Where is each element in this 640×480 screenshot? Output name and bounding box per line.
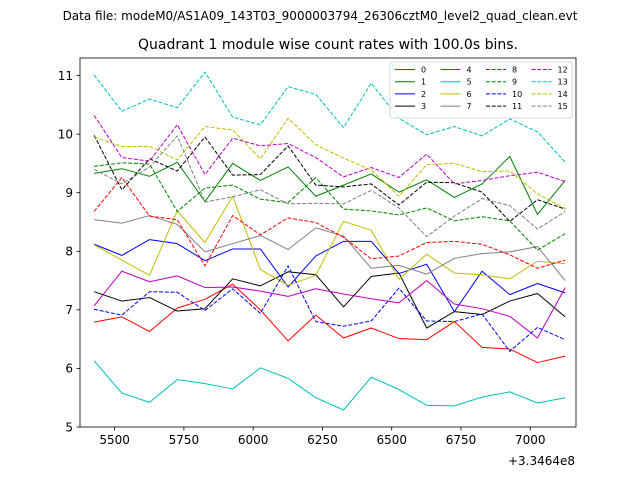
legend-label-1: 1 [421, 78, 426, 87]
y-tick-label: 8 [65, 245, 73, 259]
chart-title: Quadrant 1 module wise count rates with … [138, 37, 518, 53]
legend-label-13: 13 [558, 78, 568, 87]
chart-suptitle: Data file: modeM0/AS1A09_143T03_90000037… [63, 9, 578, 23]
y-tick-label: 5 [65, 420, 73, 434]
x-tick-label: 6750 [446, 433, 477, 447]
series-line-3 [93, 271, 566, 329]
x-tick-label: 7000 [515, 433, 546, 447]
legend-label-8: 8 [512, 66, 517, 75]
y-tick-label: 6 [65, 362, 73, 376]
y-axis: 5 6 7 8 9 10 11 [58, 69, 80, 434]
legend-label-6: 6 [467, 90, 472, 99]
x-tick-label: 6500 [376, 433, 407, 447]
y-tick-label: 11 [58, 69, 73, 83]
x-tick-label: 6250 [307, 433, 338, 447]
x-tick-label: 5500 [99, 433, 130, 447]
legend-label-15: 15 [558, 102, 568, 111]
series-line-6 [93, 195, 566, 286]
series-line-11 [93, 135, 566, 222]
plot-frame [79, 57, 577, 428]
legend-label-2: 2 [421, 90, 426, 99]
x-tick-label: 5750 [169, 433, 200, 447]
legend-label-9: 9 [512, 78, 517, 87]
legend-label-4: 4 [467, 66, 472, 75]
legend-label-7: 7 [467, 102, 472, 111]
legend-label-10: 10 [512, 90, 522, 99]
series-line-13 [93, 71, 566, 163]
legend-label-5: 5 [467, 78, 472, 87]
series-line-0 [94, 283, 566, 364]
legend-label-14: 14 [558, 90, 568, 99]
series-line-5 [93, 360, 566, 411]
legend-label-0: 0 [421, 66, 426, 75]
x-offset-label: +3.3464e8 [508, 454, 575, 468]
series-line-14 [93, 117, 566, 209]
y-tick-label: 7 [65, 303, 73, 317]
plot-lines [93, 71, 566, 411]
series-line-4 [93, 270, 566, 339]
legend-label-3: 3 [421, 102, 426, 111]
legend-label-11: 11 [512, 102, 522, 111]
series-line-7 [94, 215, 566, 281]
legend-box [389, 61, 573, 119]
legend-label-12: 12 [558, 66, 568, 75]
series-line-15 [93, 135, 566, 238]
series-line-8 [93, 176, 566, 269]
x-axis: 5500 5750 6000 6250 6500 6750 7000 [99, 427, 546, 447]
series-line-10 [94, 265, 566, 352]
series-line-9 [94, 162, 566, 251]
series-line-12 [93, 115, 566, 185]
y-tick-label: 10 [58, 127, 73, 141]
x-tick-label: 6000 [238, 433, 269, 447]
y-tick-label: 9 [65, 186, 73, 200]
